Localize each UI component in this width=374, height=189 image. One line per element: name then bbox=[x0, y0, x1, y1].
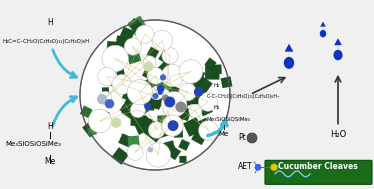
Circle shape bbox=[111, 117, 121, 128]
Circle shape bbox=[143, 56, 156, 68]
Circle shape bbox=[152, 93, 159, 99]
Text: Cucumber Cleaves: Cucumber Cleaves bbox=[278, 162, 358, 171]
Ellipse shape bbox=[334, 50, 343, 60]
Circle shape bbox=[148, 122, 165, 138]
Circle shape bbox=[152, 30, 172, 51]
Circle shape bbox=[124, 38, 141, 55]
Circle shape bbox=[175, 101, 186, 112]
Text: H₂C=C–CH₂O(C₃H₆O)₁₁(C₂H₄O)₆H: H₂C=C–CH₂O(C₃H₆O)₁₁(C₂H₄O)₆H bbox=[2, 39, 89, 44]
Circle shape bbox=[199, 121, 218, 140]
Text: Me₃SiOSiQSiMe₃: Me₃SiOSiQSiMe₃ bbox=[207, 117, 251, 122]
Text: Me: Me bbox=[45, 157, 56, 166]
Circle shape bbox=[135, 25, 154, 43]
Circle shape bbox=[179, 60, 203, 83]
Ellipse shape bbox=[284, 57, 294, 69]
Circle shape bbox=[199, 92, 217, 111]
Text: H: H bbox=[47, 122, 53, 131]
Circle shape bbox=[255, 164, 261, 170]
Circle shape bbox=[148, 147, 153, 153]
Circle shape bbox=[127, 80, 153, 105]
Text: H₂: H₂ bbox=[214, 83, 220, 88]
Circle shape bbox=[97, 94, 107, 104]
Circle shape bbox=[179, 83, 196, 101]
FancyArrow shape bbox=[285, 44, 293, 58]
Circle shape bbox=[147, 67, 164, 84]
Text: AET: AET bbox=[238, 162, 252, 171]
Circle shape bbox=[194, 87, 203, 97]
Circle shape bbox=[247, 133, 257, 143]
Text: Pt: Pt bbox=[238, 133, 246, 143]
Text: Me: Me bbox=[218, 131, 228, 137]
Circle shape bbox=[162, 94, 169, 101]
FancyArrow shape bbox=[334, 38, 342, 51]
Text: C–C–CH₂O(C₃H₆O)₁₁(C₂H₄O)₆H–: C–C–CH₂O(C₃H₆O)₁₁(C₂H₄O)₆H– bbox=[207, 94, 280, 99]
Circle shape bbox=[102, 45, 128, 72]
Circle shape bbox=[98, 67, 116, 86]
Circle shape bbox=[88, 109, 112, 133]
Circle shape bbox=[270, 164, 278, 171]
Circle shape bbox=[162, 64, 184, 87]
Circle shape bbox=[112, 74, 132, 94]
Circle shape bbox=[164, 97, 175, 108]
Circle shape bbox=[162, 115, 183, 136]
Circle shape bbox=[158, 90, 163, 95]
Circle shape bbox=[127, 144, 143, 160]
Circle shape bbox=[80, 20, 230, 170]
Text: Me₃SiOSiOSiMe₃: Me₃SiOSiOSiMe₃ bbox=[5, 141, 61, 147]
FancyArrow shape bbox=[320, 22, 326, 31]
FancyBboxPatch shape bbox=[265, 160, 372, 184]
Circle shape bbox=[99, 91, 112, 104]
Circle shape bbox=[105, 99, 114, 108]
Circle shape bbox=[146, 143, 171, 167]
Circle shape bbox=[157, 84, 165, 92]
Circle shape bbox=[168, 120, 178, 131]
Text: H₂O: H₂O bbox=[330, 130, 346, 139]
Circle shape bbox=[150, 86, 164, 100]
Circle shape bbox=[144, 103, 151, 110]
Circle shape bbox=[130, 102, 145, 118]
Ellipse shape bbox=[320, 30, 326, 37]
Text: H₂: H₂ bbox=[214, 105, 220, 110]
Circle shape bbox=[143, 62, 153, 72]
Text: H: H bbox=[47, 18, 53, 27]
Circle shape bbox=[161, 91, 187, 117]
Circle shape bbox=[189, 105, 202, 118]
Circle shape bbox=[160, 74, 166, 81]
Circle shape bbox=[162, 48, 178, 64]
